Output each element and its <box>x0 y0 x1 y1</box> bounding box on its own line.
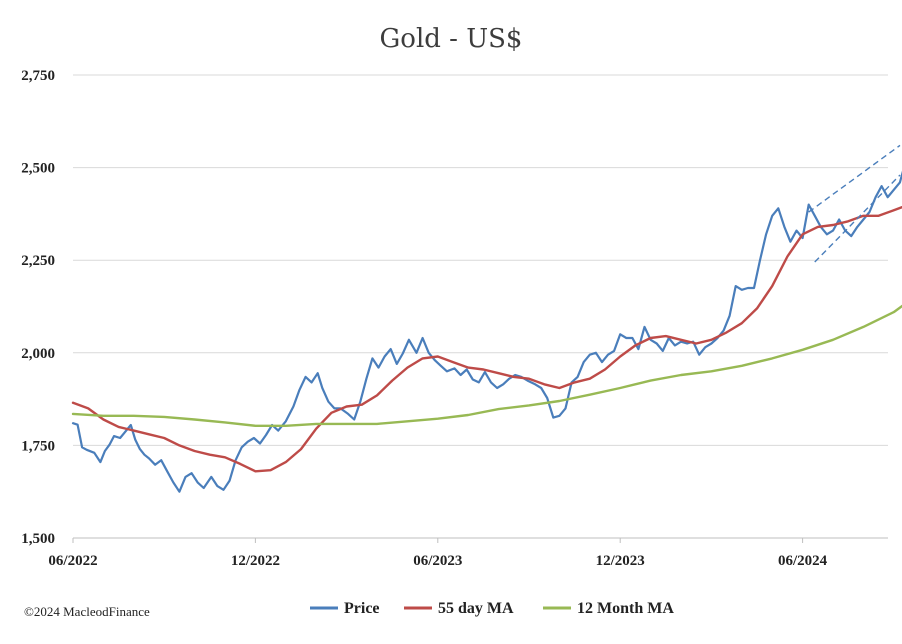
legend: Price 55 day MA 12 Month MA <box>310 600 674 617</box>
legend-label: 12 Month MA <box>577 600 674 617</box>
trendlines <box>808 144 901 263</box>
copyright-note: ©2024 MacleodFinance <box>24 604 150 619</box>
y-tick-label: 1,750 <box>21 438 55 454</box>
y-tick-label: 1,500 <box>21 531 55 547</box>
x-tick-label: 12/2023 <box>596 553 645 569</box>
chart-title: Gold - US$ <box>380 24 523 54</box>
ma55-line <box>71 205 902 473</box>
x-axis-ticks: 06/2022 12/2022 06/2023 12/2023 06/2024 <box>48 538 828 569</box>
y-tick-label: 2,000 <box>21 346 55 362</box>
series-lines <box>71 170 902 493</box>
x-tick-label: 06/2022 <box>48 553 97 569</box>
legend-label: 55 day MA <box>438 600 514 617</box>
legend-label: Price <box>344 600 380 617</box>
ma12m-line <box>71 304 902 427</box>
x-tick-label: 06/2023 <box>413 553 462 569</box>
x-tick-label: 12/2022 <box>231 553 280 569</box>
trendline-upper <box>808 144 901 213</box>
y-tick-label: 2,250 <box>21 253 55 269</box>
y-axis-ticks: 1,500 1,750 2,000 2,250 2,500 2,750 <box>21 68 55 547</box>
gridlines <box>73 74 888 446</box>
x-tick-label: 06/2024 <box>778 553 828 569</box>
price-line <box>71 170 902 493</box>
trendline-lower <box>814 174 901 263</box>
y-tick-label: 2,750 <box>21 68 55 84</box>
y-tick-label: 2,500 <box>21 161 55 177</box>
